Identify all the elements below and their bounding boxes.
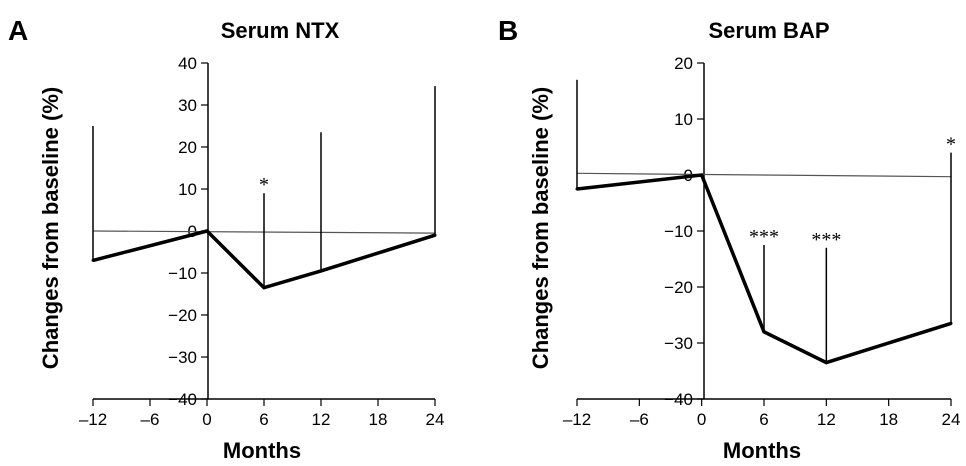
- significance-marker: *: [259, 174, 269, 196]
- data-point: [949, 321, 953, 325]
- y-tick-label: 20: [674, 54, 693, 73]
- y-tick-label: −30: [168, 348, 197, 367]
- y-tick-label: 30: [178, 96, 197, 115]
- y-tick-label: −40: [664, 390, 693, 409]
- y-tick-label: −20: [168, 306, 197, 325]
- y-tick-label: 10: [178, 180, 197, 199]
- data-point: [575, 187, 579, 191]
- x-tick-label: –12: [79, 410, 107, 429]
- x-tick-label: 12: [817, 410, 836, 429]
- y-tick-label: −20: [664, 278, 693, 297]
- significance-marker: ***: [811, 229, 841, 251]
- y-tick-label: −10: [664, 222, 693, 241]
- significance-marker: ***: [749, 226, 779, 248]
- y-tick-label: −10: [168, 264, 197, 283]
- chart-title: Serum BAP: [708, 18, 829, 43]
- x-tick-label: –12: [563, 410, 591, 429]
- x-tick-label: 24: [942, 410, 961, 429]
- panel-letter: B: [498, 15, 518, 46]
- y-axis-label: Changes from baseline (%): [38, 87, 63, 369]
- y-tick-label: −30: [664, 334, 693, 353]
- data-point: [700, 173, 704, 177]
- panel-letter: A: [8, 15, 28, 46]
- x-axis-label: Months: [223, 438, 301, 463]
- data-point: [205, 229, 209, 233]
- x-tick-label: 0: [202, 410, 211, 429]
- chart-panel-b: B Serum BAP Changes from baseline (%) Month…: [498, 15, 960, 463]
- x-tick-label: 6: [259, 410, 268, 429]
- chart-title: Serum NTX: [221, 18, 340, 43]
- data-point: [319, 269, 323, 273]
- x-tick-label: 6: [759, 410, 768, 429]
- x-tick-label: –6: [630, 410, 649, 429]
- x-tick-label: 18: [369, 410, 388, 429]
- x-axis-label: Months: [723, 438, 801, 463]
- data-point: [762, 330, 766, 334]
- y-tick-label: 20: [178, 138, 197, 157]
- data-point: [433, 233, 437, 237]
- baseline-reference-line: [576, 172, 952, 178]
- chart-panel-a: A Serum NTX Changes from baseline (%) Month…: [8, 15, 444, 463]
- data-point: [91, 258, 95, 262]
- data-point: [824, 361, 828, 365]
- y-axis-label: Changes from baseline (%): [528, 87, 553, 369]
- y-tick-label: 10: [674, 110, 693, 129]
- x-tick-label: 12: [312, 410, 331, 429]
- x-tick-label: 24: [426, 410, 445, 429]
- y-tick-label: 40: [178, 54, 197, 73]
- x-tick-label: 0: [697, 410, 706, 429]
- data-point: [262, 286, 266, 290]
- y-tick-label: −40: [168, 390, 197, 409]
- x-tick-label: –6: [141, 410, 160, 429]
- significance-marker: *: [946, 134, 956, 156]
- x-tick-label: 18: [879, 410, 898, 429]
